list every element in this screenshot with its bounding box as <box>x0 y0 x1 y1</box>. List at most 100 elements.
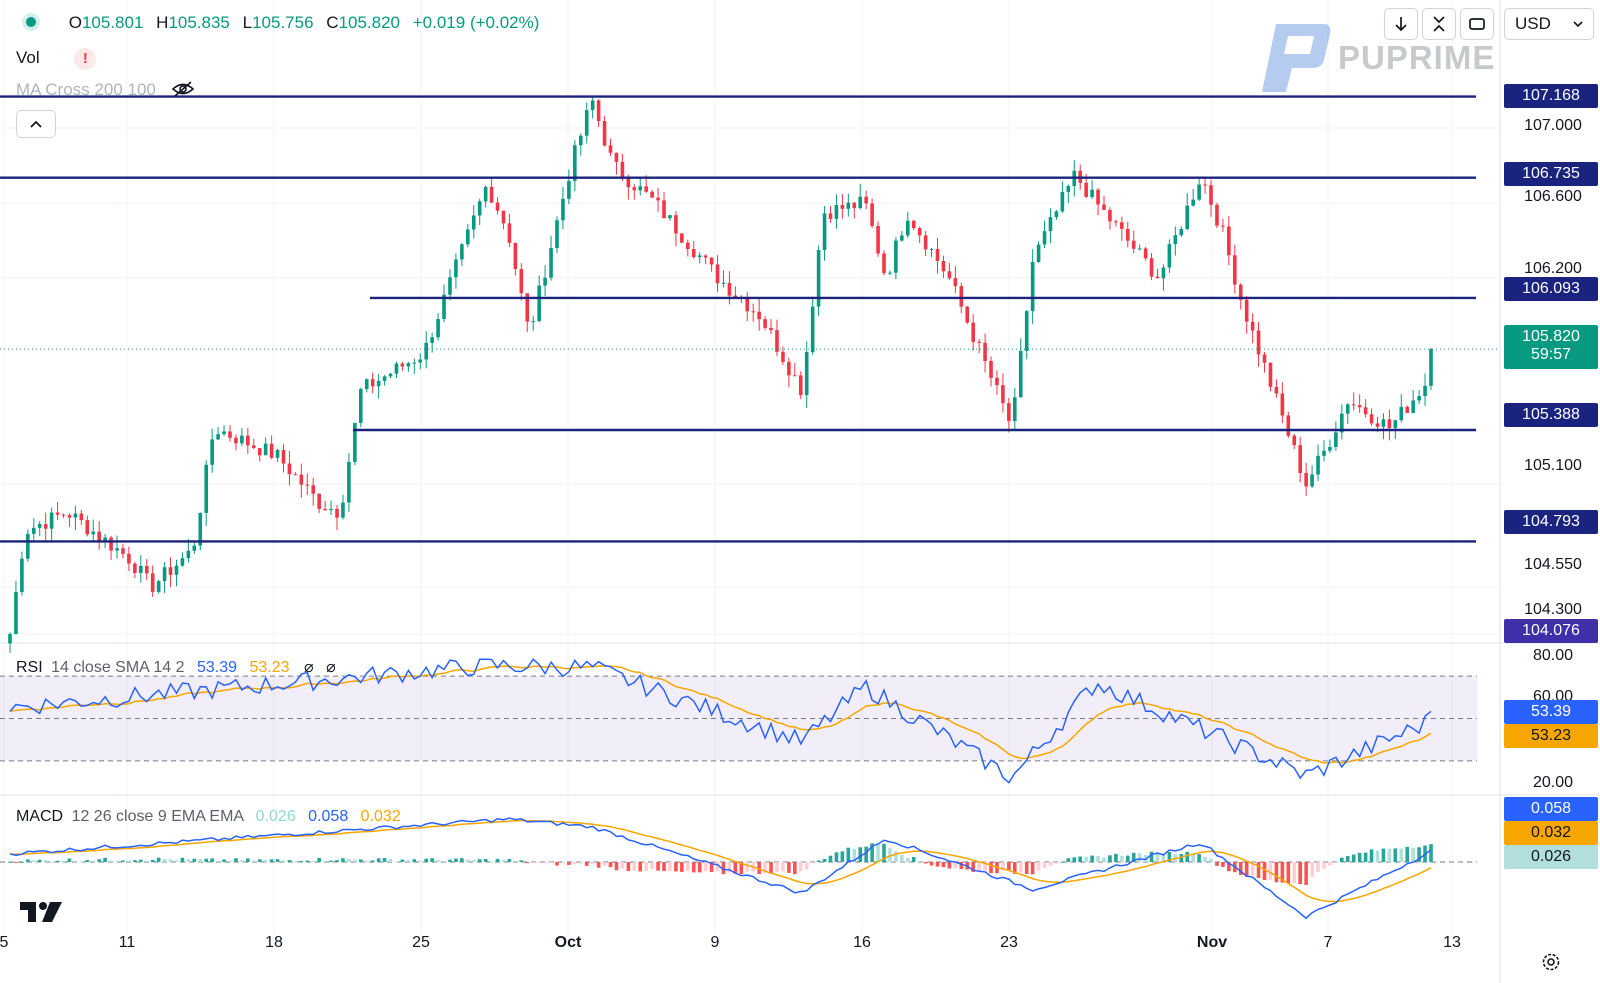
candle-body <box>1191 199 1195 206</box>
candle-body <box>858 196 863 209</box>
macd-histogram-bar <box>1256 862 1261 879</box>
candle-body <box>133 563 137 573</box>
time-label: 13 <box>1443 934 1461 951</box>
candle-body <box>1036 244 1041 263</box>
candle-body <box>900 235 904 241</box>
settings-gear-icon[interactable] <box>1540 951 1562 973</box>
candle-body <box>894 240 898 273</box>
rsi-legend[interactable]: RSI 14 close SMA 14 2 53.39 53.23 ⌀ ⌀ <box>16 657 336 677</box>
price-axis-label: 107.000 <box>1524 117 1582 134</box>
candle-body <box>26 533 30 559</box>
ma-cross-label: MA Cross 200 100 <box>16 80 156 99</box>
candle-body <box>525 293 530 322</box>
macd-histogram-bar <box>501 860 506 862</box>
macd-histogram-bar <box>1060 861 1065 863</box>
fullscreen-button[interactable] <box>1460 8 1494 40</box>
currency-select[interactable]: USD <box>1504 8 1594 40</box>
candle-body <box>745 298 750 312</box>
macd-histogram-bar <box>1048 862 1053 866</box>
macd-histogram-bar <box>1185 851 1190 862</box>
candle-body <box>983 342 987 361</box>
candle-body <box>85 520 90 535</box>
volume-legend[interactable]: Vol ! <box>16 48 97 70</box>
macd-line <box>9 817 1432 920</box>
macd-histogram-bar <box>1268 862 1273 880</box>
macd-histogram-bar <box>1096 855 1100 862</box>
macd-histogram-bar <box>787 862 791 873</box>
candle-body <box>37 524 42 528</box>
candle-body <box>180 558 185 566</box>
candle-body <box>1238 284 1243 300</box>
candle-body <box>192 545 197 551</box>
candle-body <box>204 464 209 513</box>
candle-body <box>1357 405 1362 408</box>
alert-icon[interactable]: ! <box>74 48 97 70</box>
fit-range-button[interactable] <box>1422 8 1456 40</box>
macd-histogram-bar <box>573 862 577 864</box>
macd-histogram-bar <box>26 859 30 862</box>
macd-legend[interactable]: MACD 12 26 close 9 EMA EMA 0.026 0.058 0… <box>16 808 401 826</box>
candle-body <box>246 435 250 446</box>
ma-cross-legend[interactable]: MA Cross 200 100 <box>16 80 195 100</box>
candle-body <box>1345 404 1350 414</box>
candle-body <box>323 508 327 511</box>
macd-histogram-bar <box>127 860 131 862</box>
macd-histogram-bar <box>299 861 304 863</box>
candle-body <box>400 363 405 367</box>
candle-body <box>162 567 167 582</box>
candle-body <box>888 272 892 274</box>
macd-histogram-bar <box>353 859 357 862</box>
status-dot <box>26 17 36 27</box>
candle-body <box>287 463 292 475</box>
macd-histogram-bar <box>650 862 654 869</box>
candle-body <box>1125 228 1130 241</box>
rsi-line <box>9 658 1432 784</box>
time-label: 5 <box>0 934 9 951</box>
candle-body <box>358 389 363 423</box>
candle-body <box>584 110 589 136</box>
candle-body <box>448 277 452 295</box>
macd-params: 12 26 close 9 EMA EMA <box>71 808 244 825</box>
candle-body <box>864 196 868 204</box>
candle-body <box>769 327 773 331</box>
macd-histogram-bar <box>43 860 48 862</box>
macd-histogram-bar <box>281 860 286 862</box>
candle-body <box>1286 415 1291 436</box>
macd-histogram-bar <box>144 860 149 862</box>
candle-body <box>1334 432 1338 447</box>
candle-body <box>1013 397 1017 421</box>
candle-body <box>1292 435 1297 446</box>
macd-histogram-bar <box>1250 862 1255 876</box>
rsi-value: 53.39 <box>197 659 238 676</box>
macd-histogram-bar <box>139 859 143 862</box>
time-label: Nov <box>1196 934 1228 951</box>
macd-histogram-bar <box>293 861 298 863</box>
candle-body <box>1298 445 1302 473</box>
candle-body <box>1227 226 1231 256</box>
macd-histogram-bar <box>864 846 868 862</box>
candle-body <box>471 215 476 230</box>
candle-body <box>697 255 702 258</box>
candle-body <box>1203 184 1207 186</box>
macd-histogram-bar <box>1161 855 1166 862</box>
candle-body <box>1209 185 1213 205</box>
macd-histogram-bar <box>1072 857 1077 862</box>
download-button[interactable] <box>1384 8 1418 40</box>
candle-body <box>911 220 916 229</box>
arrow-down-icon <box>1395 17 1407 32</box>
collapse-legend-button[interactable] <box>16 110 56 138</box>
candle-body <box>1429 349 1433 386</box>
macd-histogram-bar <box>1351 854 1356 862</box>
macd-histogram-bar <box>1197 854 1201 862</box>
macd-histogram-bar <box>210 858 214 862</box>
candle-body <box>489 186 494 203</box>
rsi-sma-tag: 53.23 <box>1504 724 1598 748</box>
candle-body <box>91 531 96 535</box>
candle-body <box>567 180 571 199</box>
eye-hidden-icon[interactable] <box>171 80 195 98</box>
candle-body <box>507 223 512 243</box>
macd-signal-value: 0.032 <box>360 808 401 825</box>
macd-histogram-bar <box>376 858 381 862</box>
macd-histogram-bar <box>697 862 702 873</box>
